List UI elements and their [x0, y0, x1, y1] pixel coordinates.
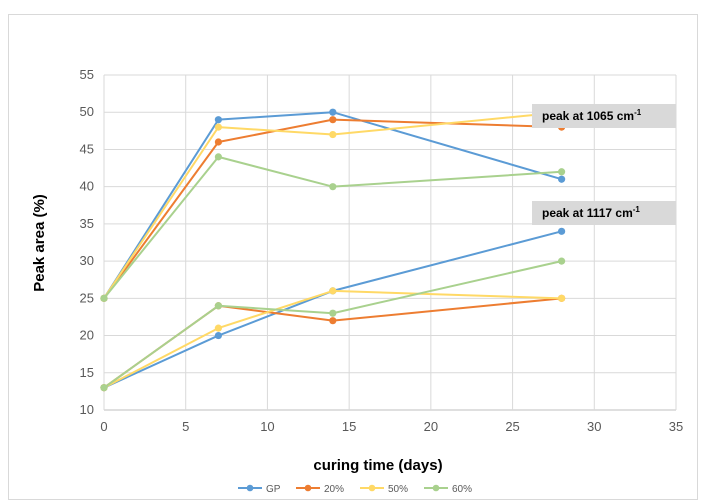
series-line	[103, 260, 562, 389]
data-point	[329, 183, 337, 191]
data-point	[329, 130, 337, 139]
series-1065-50pct	[100, 108, 566, 302]
legend-label: 20%	[324, 484, 344, 495]
series-1065-20pct	[100, 116, 566, 302]
y-tick-label: 50	[80, 104, 94, 119]
data-point	[214, 302, 222, 310]
series-1117-60pct	[100, 257, 566, 392]
data-point	[100, 294, 108, 302]
x-tick-labels: 0 5 10 15 20 25 30 35	[100, 419, 683, 434]
series-line	[103, 118, 562, 299]
annotation-text: peak at 1117 cm-1	[542, 205, 640, 220]
x-tick-label: 0	[100, 419, 107, 434]
legend-marker	[246, 484, 254, 492]
legend-item: 50%	[360, 484, 408, 495]
data-point	[329, 287, 337, 295]
annotation-box	[532, 104, 676, 128]
series-line	[103, 155, 562, 299]
y-tick-label: 45	[80, 141, 94, 156]
data-point	[214, 116, 222, 124]
legend: GP 20% 50% 60%	[238, 484, 472, 495]
annotation-label: peak at 1065 cm-1	[532, 104, 676, 128]
data-point	[329, 108, 337, 116]
annotations: peak at 1065 cm-1 peak at 1117 cm-1	[532, 104, 676, 225]
x-tick-label: 5	[182, 419, 189, 434]
x-tick-label: 20	[424, 419, 438, 434]
y-tick-label: 25	[80, 290, 94, 305]
x-tick-label: 15	[342, 419, 356, 434]
series-line	[103, 111, 562, 299]
data-point	[214, 153, 222, 161]
data-point	[558, 294, 566, 302]
series-layer	[100, 108, 566, 392]
data-point	[214, 331, 222, 340]
data-point	[558, 168, 566, 176]
legend-label: 60%	[452, 484, 472, 495]
legend-marker	[432, 484, 440, 492]
legend-marker	[304, 484, 312, 492]
data-point	[214, 138, 222, 146]
legend-label: GP	[266, 484, 281, 495]
data-point	[558, 227, 566, 235]
series-line	[103, 230, 562, 389]
data-point	[100, 384, 108, 392]
data-point	[214, 123, 222, 131]
data-point	[329, 317, 337, 325]
x-tick-label: 35	[669, 419, 683, 434]
y-tick-labels: 10 15 20 25 30 35 40 45 50 55	[80, 67, 94, 417]
data-point	[558, 175, 566, 183]
data-point	[329, 116, 337, 124]
legend-item: GP	[238, 484, 281, 495]
x-tick-label: 30	[587, 419, 601, 434]
annotation-text: peak at 1065 cm-1	[542, 108, 642, 123]
x-tick-label: 10	[260, 419, 274, 434]
series-1117-GP	[100, 227, 566, 392]
y-tick-label: 10	[80, 402, 94, 417]
chart-frame	[8, 14, 698, 500]
series-line	[103, 111, 562, 299]
y-axis-title: Peak area (%)	[31, 194, 48, 292]
series-1117-20pct	[100, 294, 566, 392]
legend-item: 60%	[424, 484, 472, 495]
legend-marker	[368, 484, 376, 492]
legend-label: 50%	[388, 484, 408, 495]
data-point	[329, 309, 337, 317]
x-axis-title: curing time (days)	[313, 457, 442, 474]
series-1065-60pct	[100, 153, 566, 302]
annotation-box	[532, 201, 676, 225]
y-tick-label: 35	[80, 216, 94, 231]
y-tick-label: 15	[80, 365, 94, 380]
y-tick-label: 40	[80, 179, 94, 194]
y-tick-label: 30	[80, 253, 94, 268]
data-point	[214, 324, 222, 332]
y-tick-label: 20	[80, 328, 94, 343]
annotation-label: peak at 1117 cm-1	[532, 201, 676, 225]
y-tick-label: 55	[80, 67, 94, 82]
x-tick-label: 25	[505, 419, 519, 434]
data-point	[558, 257, 566, 265]
legend-item: 20%	[296, 484, 344, 495]
